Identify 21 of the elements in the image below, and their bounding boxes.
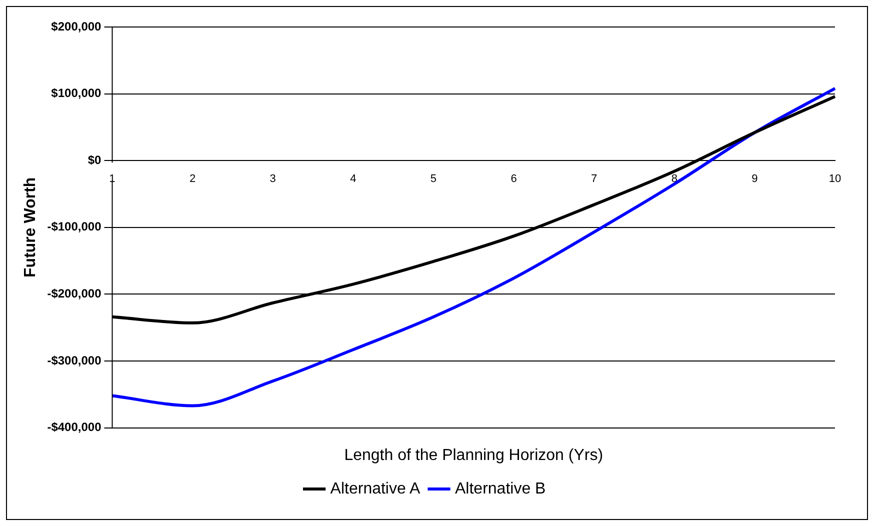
x-axis-title: Length of the Planning Horizon (Yrs) bbox=[344, 446, 604, 464]
x-tick-label: 6 bbox=[510, 173, 517, 186]
x-tick-label: 7 bbox=[591, 173, 598, 186]
y-tick-label: -$300,000 bbox=[47, 353, 102, 368]
y-tick-label: $200,000 bbox=[51, 19, 102, 34]
x-tick-label: 4 bbox=[350, 173, 356, 186]
legend-label: Alternative A bbox=[330, 480, 420, 498]
y-axis-title: Future Worth bbox=[22, 177, 40, 278]
x-tick-label: 2 bbox=[189, 173, 196, 186]
y-tick-label: -$400,000 bbox=[47, 420, 102, 434]
x-tick-label: 10 bbox=[828, 173, 842, 186]
x-tick-label: 1 bbox=[109, 173, 116, 186]
y-tick-label: $100,000 bbox=[51, 86, 102, 100]
y-tick-label: -$200,000 bbox=[47, 286, 102, 301]
x-tick-label: 5 bbox=[430, 173, 437, 186]
y-tick-label: -$100,000 bbox=[47, 220, 102, 234]
y-tick-label: $0 bbox=[88, 152, 102, 167]
legend-label: Alternative B bbox=[455, 480, 546, 498]
x-tick-label: 3 bbox=[270, 173, 276, 186]
x-tick-label: 9 bbox=[752, 173, 758, 186]
x-tick-label: 8 bbox=[671, 173, 678, 186]
